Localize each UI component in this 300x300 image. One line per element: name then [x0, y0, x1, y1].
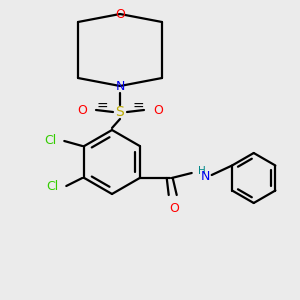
Text: O: O: [115, 8, 125, 20]
Text: S: S: [116, 105, 124, 119]
Text: O: O: [77, 103, 87, 116]
Text: O: O: [169, 202, 179, 215]
Text: N: N: [201, 170, 210, 184]
Text: H: H: [198, 166, 206, 176]
Text: Cl: Cl: [44, 134, 56, 148]
Text: N: N: [115, 80, 125, 92]
Text: Cl: Cl: [46, 179, 59, 193]
Text: =: =: [132, 100, 144, 114]
Text: O: O: [153, 103, 163, 116]
Text: =: =: [96, 100, 108, 114]
